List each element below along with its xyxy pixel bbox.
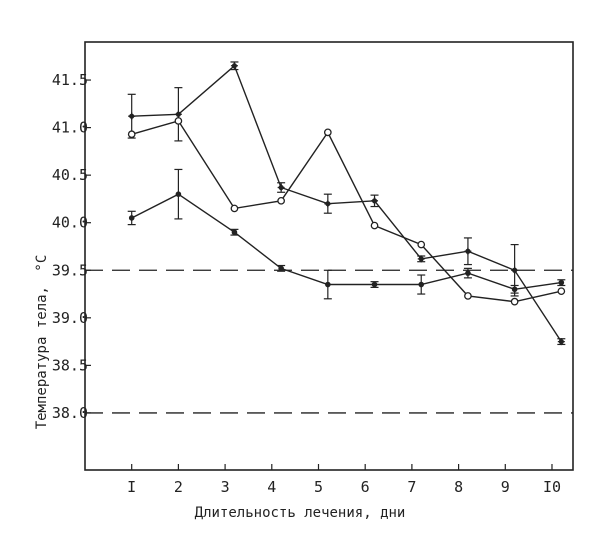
y-tick-label: 40.5 [52, 166, 88, 184]
x-axis-ticks: I 2 3 4 5 6 7 8 9 I0 [127, 464, 561, 496]
y-tick-label: 39.5 [52, 261, 88, 279]
data-point [231, 229, 238, 236]
y-tick-label: 39.0 [52, 309, 88, 327]
data-point-star [230, 62, 238, 70]
y-tick-label: 38.5 [52, 356, 88, 374]
data-point [557, 287, 566, 296]
data-point [174, 117, 183, 125]
data-point [175, 191, 182, 197]
series-line [131, 120, 562, 303]
data-point [127, 130, 136, 139]
x-tick-label: 4 [267, 478, 276, 496]
x-tick-label: 5 [314, 478, 323, 496]
series-line [131, 193, 562, 291]
y-axis-title-unit: °C [34, 255, 50, 272]
x-tick-label: 2 [174, 478, 183, 496]
reference-lines [85, 269, 573, 414]
data-point [370, 221, 379, 230]
series-layer [127, 61, 566, 346]
y-tick-label: 38.0 [52, 404, 88, 422]
series-2 [127, 168, 566, 300]
data-point-star [174, 110, 182, 118]
data-point [230, 204, 239, 213]
data-point [511, 286, 518, 293]
data-point-star [557, 338, 565, 346]
x-axis-title: Длительность лечения, дни [195, 505, 406, 521]
y-tick-label: 41.0 [52, 119, 88, 137]
series-line [131, 64, 562, 342]
series-1 [127, 117, 566, 306]
data-point-star [371, 197, 379, 205]
data-point [371, 281, 378, 288]
data-point [464, 292, 472, 300]
data-point [278, 265, 284, 272]
y-axis-title-main: Температура тела, [34, 286, 50, 429]
x-tick-label: 8 [454, 478, 463, 496]
data-point [277, 196, 285, 205]
data-point [417, 240, 426, 249]
data-point [558, 279, 565, 286]
y-axis-ticks: 38.0 38.5 39.0 39.5 40.0 40.5 41.0 41.5 [52, 71, 91, 422]
x-tick-label: I [127, 478, 136, 496]
y-tick-label: 41.5 [52, 71, 88, 89]
x-tick-label: 7 [407, 478, 416, 496]
data-point-star [324, 200, 332, 208]
x-tick-label: I0 [543, 478, 561, 496]
data-point-star [511, 266, 519, 274]
x-tick-label: 3 [221, 478, 230, 496]
data-point [418, 281, 425, 288]
data-point-star [417, 255, 425, 263]
x-tick-label: 9 [501, 478, 510, 496]
y-axis-title: Температура тела, °C [34, 255, 50, 430]
series-0 [127, 61, 566, 346]
data-point-star [464, 247, 472, 255]
plot-frame [84, 41, 574, 471]
data-point [128, 215, 135, 221]
data-point-star [277, 184, 285, 192]
data-point [323, 128, 332, 137]
x-tick-label: 6 [361, 478, 370, 496]
y-tick-label: 40.0 [52, 214, 88, 232]
data-point [510, 297, 519, 306]
data-point-star [128, 112, 136, 120]
data-point [465, 270, 471, 276]
data-point [325, 281, 331, 288]
